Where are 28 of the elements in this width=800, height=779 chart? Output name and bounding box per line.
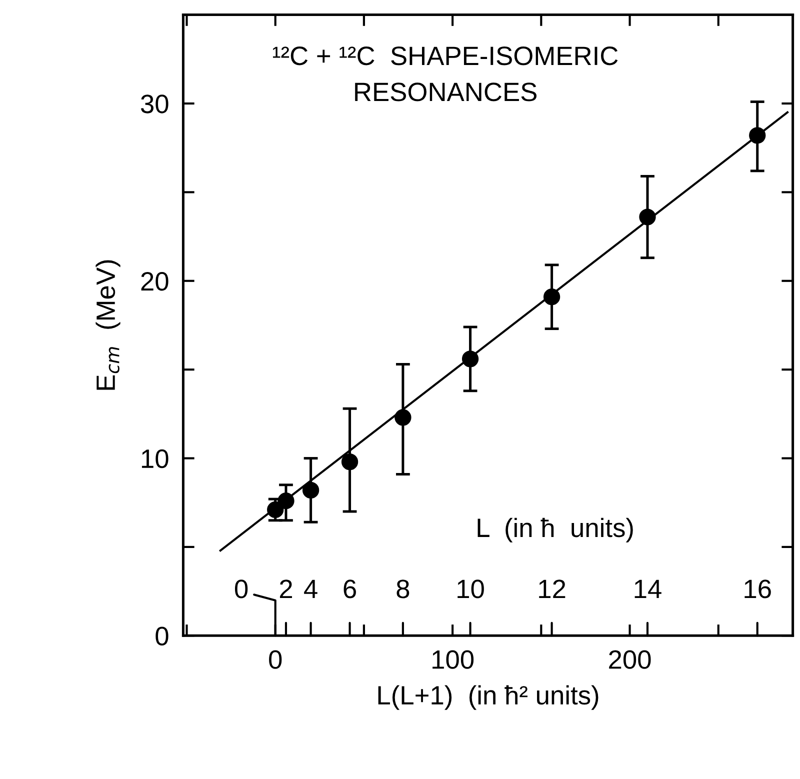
- annotation: 10: [458, 580, 484, 598]
- point: [543, 288, 560, 306]
- point: [341, 453, 358, 470]
- x-axis-title: L(L+1) (in ħ² units): [378, 685, 598, 710]
- y-axis-title: E$_{cm}$ (MeV): [96, 260, 120, 390]
- y-tick-label: 10: [142, 449, 168, 468]
- annotation: 8: [396, 580, 410, 598]
- annotation: 2: [280, 580, 292, 598]
- annotation: 4: [304, 580, 318, 598]
- annotation: L (in ħ units): [478, 518, 633, 542]
- point: [462, 350, 479, 368]
- annotation: 14: [634, 580, 662, 598]
- point: [749, 127, 766, 144]
- y-tick-label: 30: [140, 94, 168, 114]
- annotation: ¹²C + ¹²C SHAPE-ISOMERIC RESONANCES: [272, 46, 618, 102]
- x-tick-label: 0: [269, 650, 282, 669]
- point: [302, 482, 320, 499]
- annotation: 12: [539, 580, 566, 598]
- x-tick-label: 200: [609, 650, 651, 669]
- point: [278, 492, 294, 510]
- annotation: 0: [234, 580, 248, 598]
- y-tick-label: 20: [141, 272, 168, 291]
- annotation: 16: [744, 580, 771, 598]
- point: [639, 208, 656, 226]
- x-tick-label: 100: [432, 650, 474, 669]
- point: [394, 409, 412, 426]
- y-tick-label: 0: [156, 626, 168, 646]
- annotation: 6: [344, 580, 356, 598]
